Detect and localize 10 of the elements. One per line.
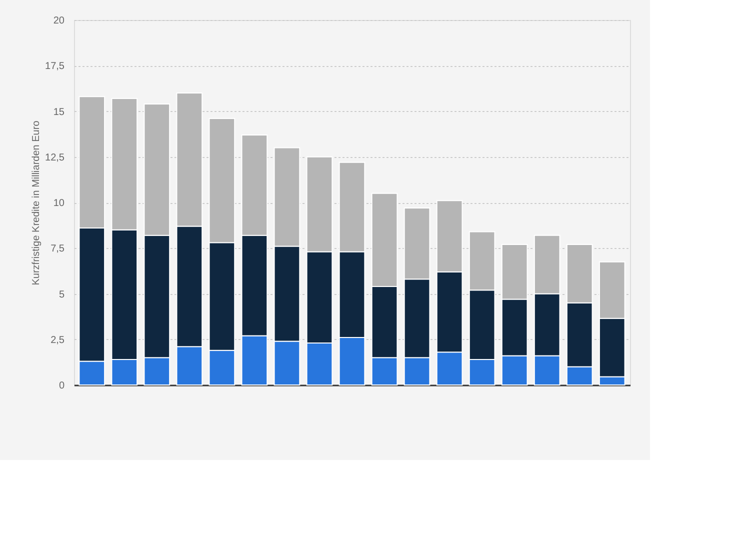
y-tick-label: 17,5 — [45, 61, 65, 72]
y-tick-label: 0 — [58, 380, 65, 392]
y-tick-label: 2,5 — [50, 334, 65, 346]
y-tick-label: 10 — [53, 198, 65, 209]
y-tick-label: 15 — [53, 106, 65, 118]
y-tick-label: 7,5 — [50, 244, 65, 255]
y-tick-label: 20 — [53, 16, 65, 26]
y-tick-label: 5 — [58, 289, 65, 300]
y-tick-label: 12,5 — [45, 152, 65, 164]
y-axis-title: Kurzfristige Kredite in Milliarden Euro — [31, 120, 42, 286]
